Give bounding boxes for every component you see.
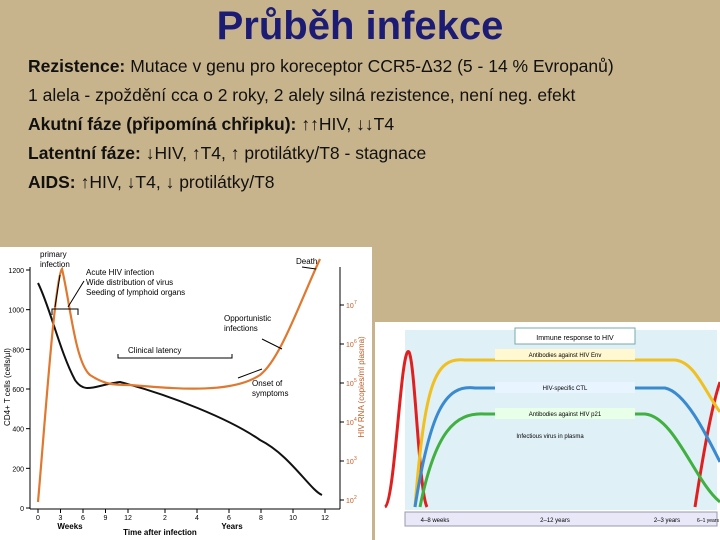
annotation: Clinical latency xyxy=(128,346,181,355)
band-label: Infectious virus in plasma xyxy=(516,434,584,440)
arrow xyxy=(54,274,61,308)
y2-tick-label: 10 xyxy=(346,303,354,310)
y-tick-label: 600 xyxy=(12,387,24,394)
y2-tick-label: 10 xyxy=(346,381,354,388)
y-tick-label: 1200 xyxy=(8,268,24,275)
y-tick-label: 800 xyxy=(12,347,24,354)
period-bar xyxy=(404,511,718,527)
x-tick-label: 4 xyxy=(195,515,199,522)
arrow xyxy=(237,368,263,379)
period: 2–3 years xyxy=(654,518,680,524)
x-tick-label: 8 xyxy=(259,515,263,522)
y2-tick-label: 10 xyxy=(346,459,354,466)
y2-tick-exp: 2 xyxy=(354,495,357,501)
ctl-curve xyxy=(413,386,720,508)
env-curve xyxy=(413,358,720,508)
period: 6–1 years xyxy=(697,518,719,524)
x-tick-label: 10 xyxy=(289,515,297,522)
text-line: Akutní fáze (připomíná chřipku): ↑↑HIV, ↓… xyxy=(28,110,614,139)
line-label: Akutní fáze (připomíná chřipku): xyxy=(28,114,297,134)
band-box xyxy=(495,408,635,419)
annotation: Seeding of lymphoid organs xyxy=(86,288,185,297)
line-label: AIDS: xyxy=(28,172,76,192)
y2-tick-label: 10 xyxy=(346,420,354,427)
viral-curve xyxy=(36,258,321,503)
x-axis-label: Years xyxy=(221,522,243,531)
y2-tick-label: 10 xyxy=(346,498,354,505)
line-text: Mutace v genu pro koreceptor CCR5-Δ32 (5… xyxy=(130,56,614,76)
x-tick-label: 6 xyxy=(227,515,231,522)
period: 4–8 weeks xyxy=(421,518,450,524)
line-text: ↓HIV, ↑T4, ↑ protilátky/T8 - stagnace xyxy=(145,143,427,163)
band-label: HIV-specific CTL xyxy=(543,386,588,392)
annotation: infections xyxy=(224,324,258,333)
band-box xyxy=(495,349,635,360)
text-line: Rezistence: Mutace v genu pro koreceptor … xyxy=(28,52,614,81)
x-tick-label: 0 xyxy=(36,515,40,522)
figure-bg xyxy=(0,247,372,540)
y2-tick-exp: 5 xyxy=(354,378,357,384)
annotation: Acute HIV infection xyxy=(86,268,154,277)
figure-course: primary infection Acute HIV infection Wi… xyxy=(0,247,372,540)
y2-axis-label: HIV RNA (copies/ml plasma) xyxy=(357,336,366,438)
x-tick-label: 12 xyxy=(321,515,329,522)
slide-title: Průběh infekce xyxy=(216,4,504,48)
band-box xyxy=(495,382,635,393)
band-label: Antibodies against HIV p21 xyxy=(529,412,602,418)
text-line: Latentní fáze: ↓HIV, ↑T4, ↑ protilátky/T8… xyxy=(28,139,614,168)
x-tick-label: 3 xyxy=(59,515,63,522)
y2-tick-exp: 6 xyxy=(354,339,357,345)
arrow xyxy=(301,266,317,270)
text-line: AIDS: ↑HIV, ↓T4, ↓ protilátky/T8 xyxy=(28,168,614,197)
line-label: Rezistence: xyxy=(28,56,126,76)
bracket xyxy=(117,354,233,359)
arrow xyxy=(67,280,85,308)
x-tick-label: 9 xyxy=(104,515,108,522)
text-line: 1 alela - zpoždění cca o 2 roky, 2 alely… xyxy=(28,81,614,110)
x-tick-label: 12 xyxy=(124,515,132,522)
annotation: Death xyxy=(296,257,317,266)
annotation: Opportunistic xyxy=(224,314,271,323)
bracket xyxy=(51,308,79,315)
header: Immune response to HIV xyxy=(536,335,614,342)
y-tick-label: 200 xyxy=(12,466,24,473)
annotation: Onset of xyxy=(252,379,283,388)
y-tick-label: 1000 xyxy=(8,308,24,315)
y2-tick-exp: 7 xyxy=(354,300,357,306)
line-text: ↑HIV, ↓T4, ↓ protilátky/T8 xyxy=(80,172,275,192)
y2-tick-label: 10 xyxy=(346,342,354,349)
line-text: 1 alela - zpoždění cca o 2 roky, 2 alely… xyxy=(28,85,576,105)
band-label: Antibodies against HIV Env xyxy=(529,353,602,359)
x-axis-label: Weeks xyxy=(57,522,83,531)
text-lines: Rezistence: Mutace v genu pro koreceptor … xyxy=(28,52,614,197)
x-axis-label: Time after infection xyxy=(123,528,197,537)
y-tick-label: 400 xyxy=(12,427,24,434)
annotation: symptoms xyxy=(252,389,288,398)
arrow xyxy=(261,338,283,350)
header-box xyxy=(514,327,636,345)
annotation: Wide distribution of virus xyxy=(86,278,173,287)
y-axis-label: CD4+ T cells (cells/µl) xyxy=(3,348,12,426)
figure-immune: Immune response to HIV Antibodies agains… xyxy=(375,322,720,540)
line-label: Latentní fáze: xyxy=(28,143,141,163)
x-tick-label: 2 xyxy=(163,515,167,522)
annotation: infection xyxy=(40,260,70,269)
period: 2–12 years xyxy=(540,518,570,524)
virus-rise xyxy=(693,381,720,508)
line-text: ↑↑HIV, ↓↓T4 xyxy=(301,114,395,134)
y2-tick-exp: 3 xyxy=(354,456,357,462)
y2-tick-exp: 4 xyxy=(354,417,357,423)
annotation: primary xyxy=(40,250,67,259)
x-tick-label: 6 xyxy=(81,515,85,522)
y-tick-label: 0 xyxy=(20,506,24,513)
